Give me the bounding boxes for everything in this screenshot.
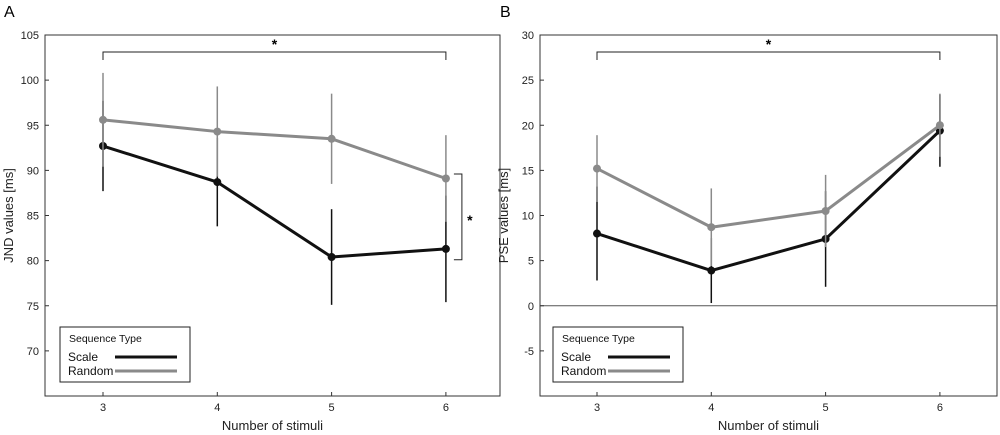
y-tick-label: 90 bbox=[27, 165, 39, 177]
legend-box bbox=[552, 326, 684, 383]
panel-a: A 70 75 80 85 90 95 100 105 3 4 5 6 Number of stimuli… bbox=[1, 4, 501, 433]
series-line bbox=[102, 118, 447, 180]
y-tick-label: 15 bbox=[522, 165, 534, 177]
x-axis-label: Number of stimuli bbox=[718, 418, 819, 433]
legend-label: Random bbox=[68, 364, 113, 378]
significance-bracket bbox=[453, 173, 463, 261]
data-point bbox=[441, 174, 450, 183]
data-point bbox=[593, 229, 601, 238]
x-tick-label: 6 bbox=[443, 402, 449, 414]
data-point bbox=[213, 127, 222, 136]
significance-marker: * bbox=[596, 36, 941, 60]
series-line bbox=[102, 144, 447, 259]
y-tick-label: 30 bbox=[522, 30, 534, 42]
y-tick-label: 95 bbox=[27, 120, 39, 132]
y-tick-label: 105 bbox=[21, 30, 39, 42]
data-point bbox=[213, 178, 222, 187]
data-point bbox=[821, 206, 830, 215]
panel-letter: B bbox=[500, 4, 511, 21]
data-point bbox=[99, 115, 107, 124]
data-point bbox=[707, 266, 716, 275]
y-tick-label: 20 bbox=[522, 120, 534, 132]
x-tick-label: 4 bbox=[214, 402, 220, 414]
panel-letter: A bbox=[4, 4, 15, 21]
significance-star: * bbox=[766, 36, 772, 52]
series-line bbox=[596, 124, 941, 229]
legend-box bbox=[59, 326, 191, 383]
legend-label: Scale bbox=[561, 350, 591, 364]
series-line bbox=[596, 129, 941, 273]
significance-star: * bbox=[272, 36, 278, 52]
y-tick-label: 25 bbox=[522, 75, 534, 87]
panel-b: B -5 0 5 10 15 20 25 30 3 4 5 6 Number of stimuli PSE … bbox=[496, 4, 998, 433]
y-tick-label: 75 bbox=[27, 301, 39, 313]
x-tick-label: 4 bbox=[708, 402, 714, 414]
legend-title: Sequence Type bbox=[69, 333, 142, 345]
y-axis-label: PSE values [ms] bbox=[496, 168, 511, 263]
series-random bbox=[593, 93, 944, 267]
series-scale bbox=[99, 100, 450, 305]
y-tick-label: -5 bbox=[524, 346, 534, 358]
y-tick-label: 100 bbox=[21, 75, 39, 87]
data-point bbox=[935, 121, 944, 130]
series-random bbox=[99, 72, 450, 222]
data-point bbox=[327, 253, 336, 262]
data-point bbox=[327, 134, 336, 143]
y-tick-label: 85 bbox=[27, 211, 39, 223]
significance-marker: * bbox=[453, 173, 473, 261]
x-tick-label: 5 bbox=[823, 402, 829, 414]
data-point bbox=[441, 244, 450, 253]
significance-bracket bbox=[596, 51, 941, 60]
legend-title: Sequence Type bbox=[562, 333, 635, 345]
y-axis-label: JND values [ms] bbox=[1, 168, 16, 263]
x-tick-label: 3 bbox=[100, 402, 106, 414]
x-axis-label: Number of stimuli bbox=[222, 418, 323, 433]
data-point bbox=[707, 223, 716, 232]
y-tick-label: 80 bbox=[27, 256, 39, 268]
significance-star: * bbox=[467, 212, 473, 228]
y-tick-label: 0 bbox=[528, 301, 534, 313]
x-tick-label: 6 bbox=[937, 402, 943, 414]
x-tick-label: 3 bbox=[594, 402, 600, 414]
data-point bbox=[593, 164, 601, 173]
legend-label: Random bbox=[561, 364, 606, 378]
y-tick-label: 70 bbox=[27, 346, 39, 358]
y-tick-label: 10 bbox=[522, 211, 534, 223]
significance-bracket bbox=[102, 51, 447, 60]
legend-label: Scale bbox=[68, 350, 98, 364]
significance-marker: * bbox=[102, 36, 447, 60]
series-scale bbox=[593, 94, 944, 304]
x-tick-label: 5 bbox=[329, 402, 335, 414]
y-tick-label: 5 bbox=[528, 256, 534, 268]
